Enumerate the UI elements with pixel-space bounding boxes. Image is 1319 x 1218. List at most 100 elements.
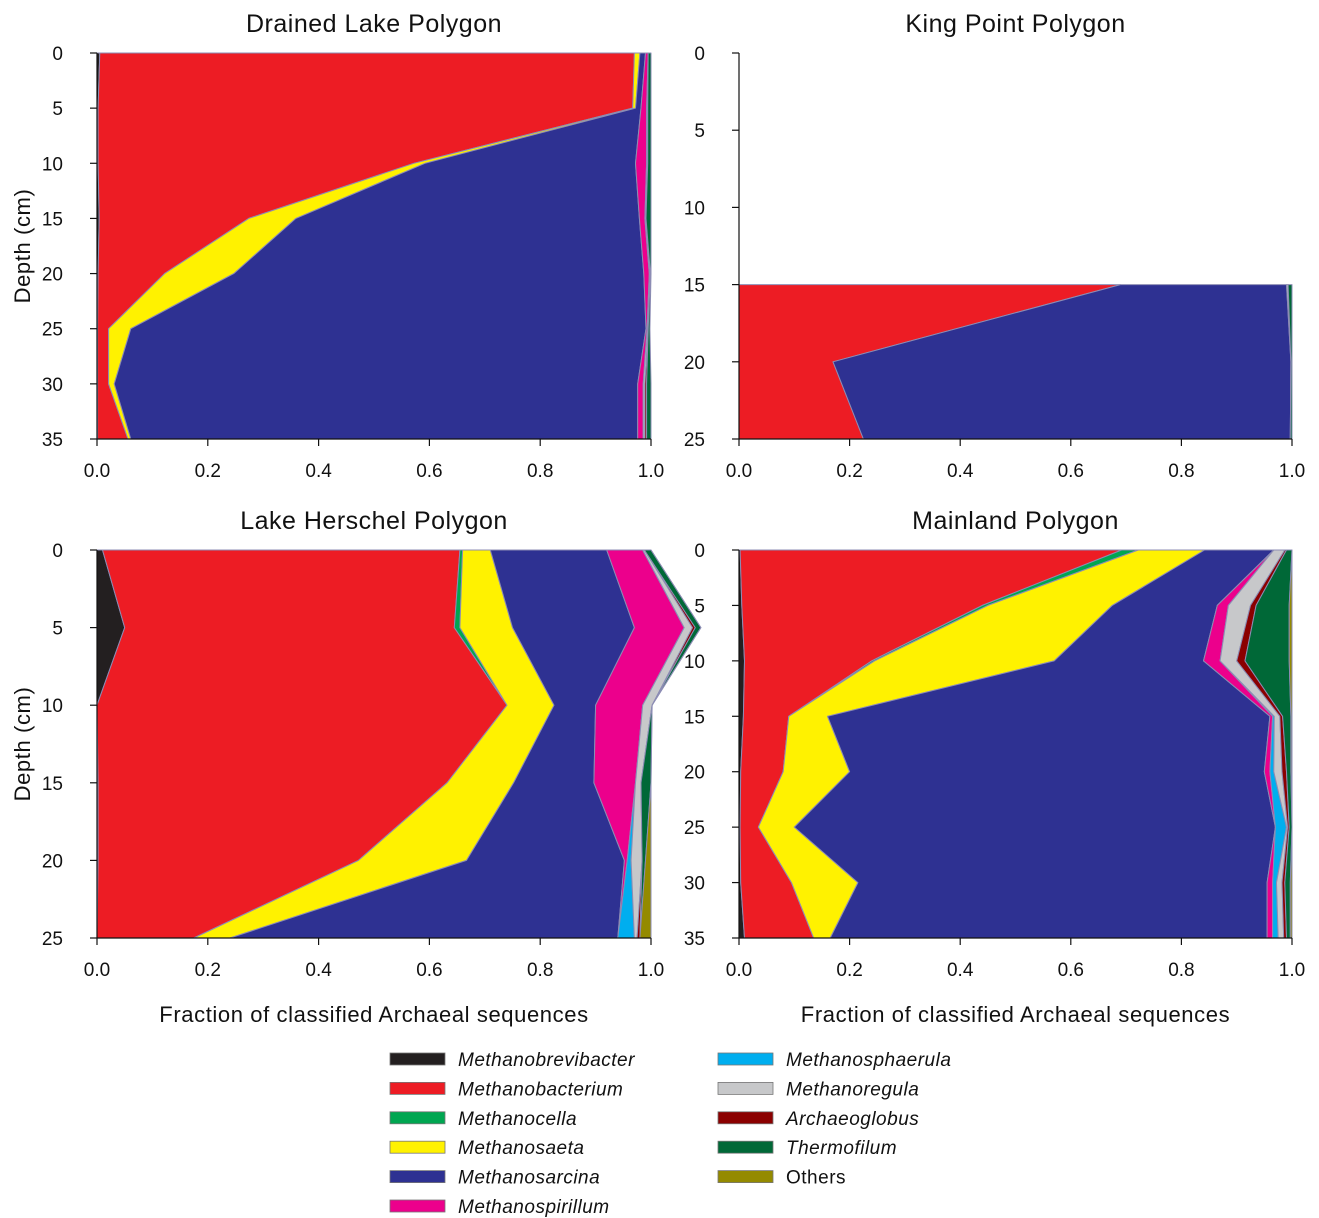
x-tick-label: 0.6: [416, 461, 442, 482]
legend-item-methanobacterium: Methanobacterium: [389, 1079, 623, 1100]
y-tick-label: 25: [42, 320, 63, 341]
y-tick-label: 5: [52, 619, 63, 640]
x-tick-label: 0.6: [1058, 461, 1084, 482]
legend-swatch: [717, 1140, 774, 1154]
y-tick-label: 0: [694, 541, 705, 562]
legend-label: Archaeoglobus: [785, 1109, 919, 1130]
panel-king-point-polygon: 0 5 10 15 20 25 0.0 0.2 0.4 0.6 0.8 1.0 King Point P…: [684, 10, 1305, 482]
y-tick-label: 20: [42, 851, 63, 872]
panel-mainland-polygon: 0 5 10 15 20 25 30 35 0.0 0.2 0.4 0.6 0.8 1.0 Mainland…: [684, 507, 1305, 1027]
legend-swatch: [717, 1111, 774, 1125]
y-tick-label: 5: [694, 596, 705, 617]
y-tick-label: 10: [42, 154, 63, 175]
panel-title: Drained Lake Polygon: [246, 10, 502, 38]
y-tick-label: 10: [684, 652, 705, 673]
panel-title: Mainland Polygon: [912, 507, 1119, 535]
legend-label: Methanobacterium: [458, 1079, 623, 1100]
y-tick-label: 20: [684, 353, 705, 374]
y-tick-label: 30: [42, 375, 63, 396]
y-tick-label: 10: [42, 696, 63, 717]
legend-swatch: [389, 1111, 446, 1125]
panel-title: King Point Polygon: [905, 10, 1125, 38]
y-tick-label: 0: [52, 541, 63, 562]
legend-label: Methanocella: [458, 1109, 577, 1130]
y-tick-label: 0: [52, 44, 63, 65]
x-tick-label: 1.0: [1279, 461, 1305, 482]
legend-swatch: [717, 1052, 774, 1066]
y-tick-label: 30: [684, 874, 705, 895]
x-tick-label: 0.0: [726, 461, 752, 482]
y-axis-title: Depth (cm): [10, 687, 35, 802]
legend-item-methanocella: Methanocella: [389, 1109, 577, 1130]
x-tick-label: 0.6: [416, 960, 442, 981]
x-tick-label: 0.2: [836, 960, 862, 981]
x-tick-label: 0.4: [305, 960, 332, 981]
legend-item-methanobrevibacter: Methanobrevibacter: [389, 1050, 635, 1071]
legend-swatch: [389, 1082, 446, 1095]
panel-drained-lake-polygon: 0 5 10 15 20 25 30 35 0.0 0.2 0.4 0.6 0.8 1.0 Drained …: [10, 10, 664, 482]
legend-swatch: [389, 1052, 446, 1066]
legend-swatch: [717, 1170, 774, 1183]
y-tick-label: 5: [52, 99, 63, 120]
legend-label: Others: [786, 1168, 846, 1189]
legend: Methanobrevibacter Methanobacterium Methan…: [389, 1050, 951, 1218]
x-tick-label: 0.0: [726, 960, 752, 981]
x-tick-label: 0.2: [195, 960, 221, 981]
legend-label: Methanoregula: [786, 1079, 919, 1100]
y-tick-label: 20: [42, 265, 63, 286]
y-tick-label: 25: [684, 430, 705, 451]
x-tick-label: 0.2: [836, 461, 862, 482]
legend-item-archaeoglobus: Archaeoglobus: [717, 1109, 919, 1130]
stacked-areas: [96, 549, 702, 939]
x-tick-label: 0.6: [1058, 960, 1084, 981]
y-tick-label: 10: [684, 198, 705, 219]
x-axis-title: Fraction of classified Archaeal sequence…: [801, 1002, 1230, 1027]
legend-label: Methanobrevibacter: [458, 1050, 635, 1071]
legend-label: Methanosphaerula: [786, 1050, 951, 1071]
y-axis-title: Depth (cm): [10, 189, 35, 304]
x-tick-label: 1.0: [638, 461, 664, 482]
y-tick-label: 15: [684, 707, 705, 728]
x-tick-label: 0.4: [947, 960, 974, 981]
legend-item-thermofilum: Thermofilum: [717, 1138, 897, 1159]
panel-lake-herschel-polygon: 0 5 10 15 20 25 0.0 0.2 0.4 0.6 0.8 1.0 Lake Hersche…: [10, 507, 702, 1027]
x-tick-label: 0.2: [195, 461, 221, 482]
x-tick-label: 0.0: [84, 960, 110, 981]
y-tick-label: 35: [42, 430, 63, 451]
legend-swatch: [717, 1082, 774, 1095]
y-tick-label: 35: [684, 929, 705, 950]
legend-swatch: [389, 1199, 446, 1213]
x-tick-label: 1.0: [1279, 960, 1305, 981]
x-tick-label: 0.8: [1168, 461, 1194, 482]
panel-title: Lake Herschel Polygon: [240, 507, 508, 535]
stacked-areas: [96, 52, 652, 440]
legend-item-others: Others: [717, 1168, 846, 1189]
y-tick-label: 15: [684, 276, 705, 297]
y-tick-label: 20: [684, 763, 705, 784]
y-tick-label: 15: [42, 774, 63, 795]
legend-label: Methanosaeta: [458, 1138, 584, 1159]
x-tick-label: 0.0: [84, 461, 110, 482]
y-tick-label: 0: [694, 44, 705, 65]
stacked-areas: [738, 284, 1293, 440]
x-tick-label: 0.4: [947, 461, 974, 482]
y-tick-label: 5: [694, 121, 705, 142]
x-axis-title: Fraction of classified Archaeal sequence…: [159, 1002, 588, 1027]
x-tick-label: 0.8: [527, 960, 553, 981]
legend-swatch: [389, 1170, 446, 1183]
y-tick-label: 15: [42, 209, 63, 230]
legend-label: Thermofilum: [786, 1138, 897, 1159]
y-tick-label: 25: [42, 929, 63, 950]
legend-swatch: [389, 1140, 446, 1154]
legend-item-methanosaeta: Methanosaeta: [389, 1138, 584, 1159]
x-tick-label: 0.8: [1168, 960, 1194, 981]
legend-label: Methanosarcina: [458, 1168, 600, 1189]
legend-item-methanoregula: Methanoregula: [717, 1079, 919, 1100]
legend-item-methanosphaerula: Methanosphaerula: [717, 1050, 951, 1071]
x-tick-label: 0.8: [527, 461, 553, 482]
y-tick-label: 25: [684, 818, 705, 839]
stacked-areas: [738, 549, 1293, 939]
legend-item-methanosarcina: Methanosarcina: [389, 1168, 600, 1189]
legend-label: Methanospirillum: [458, 1197, 610, 1218]
